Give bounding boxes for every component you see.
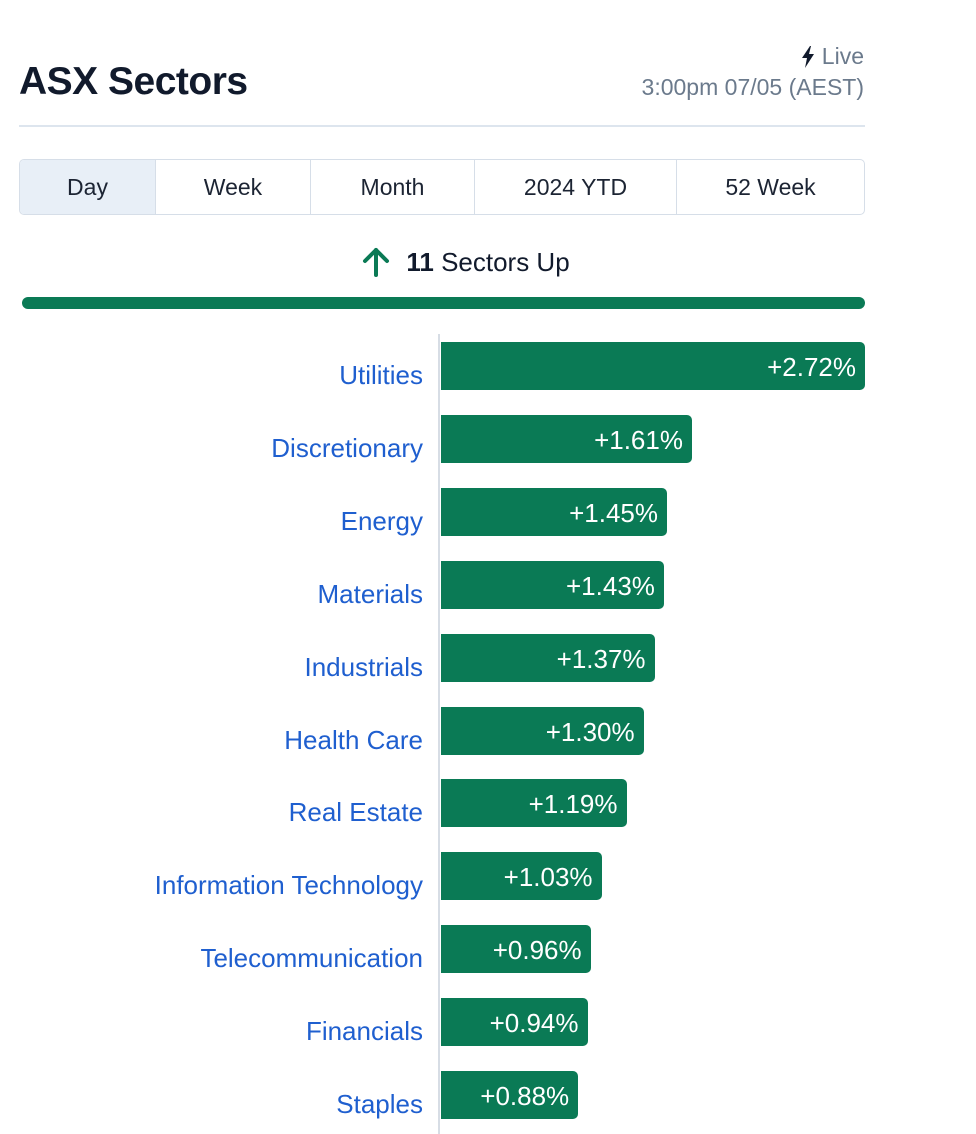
sector-label[interactable]: Industrials xyxy=(304,651,424,682)
sector-value-label: +1.03% xyxy=(503,862,593,893)
sector-label[interactable]: Real Estate xyxy=(288,797,423,828)
live-indicator: Live xyxy=(800,43,864,70)
sectors-up-bar xyxy=(22,297,865,309)
tab-week[interactable]: Week xyxy=(155,160,310,214)
sectors-up-count: 11 xyxy=(406,246,434,277)
sector-label[interactable]: Materials xyxy=(317,578,423,609)
tab-month[interactable]: Month xyxy=(310,160,474,214)
sector-bar xyxy=(441,487,668,536)
sector-bar xyxy=(441,706,644,755)
tab-52-week[interactable]: 52 Week xyxy=(676,160,864,214)
sector-label[interactable]: Health Care xyxy=(284,724,423,755)
sector-value-label: +2.72% xyxy=(767,352,856,382)
timestamp: 3:00pm 07/05 (AEST) xyxy=(641,74,864,100)
sector-value-label: +1.37% xyxy=(556,643,646,674)
sector-label[interactable]: Staples xyxy=(336,1089,423,1119)
sector-bar xyxy=(441,560,664,609)
sector-value-label: +0.94% xyxy=(489,1008,579,1039)
sector-bar xyxy=(441,852,602,901)
sector-value-label: +1.43% xyxy=(566,570,655,601)
sector-bar xyxy=(441,1071,579,1119)
tab-day[interactable]: Day xyxy=(20,160,155,214)
sector-bar xyxy=(441,998,588,1047)
sectors-up-text: Sectors Up xyxy=(441,246,570,277)
sector-label[interactable]: Utilities xyxy=(339,360,423,390)
sector-label[interactable]: Telecommunication xyxy=(200,943,423,974)
period-tabs: Day Week Month 2024 YTD 52 Week xyxy=(19,159,865,215)
chart-axis xyxy=(438,334,440,1134)
sectors-summary: 11 Sectors Up xyxy=(0,246,930,278)
sector-bar xyxy=(441,779,627,828)
sector-label[interactable]: Financials xyxy=(305,1016,423,1047)
sector-label[interactable]: Energy xyxy=(340,505,423,536)
sector-value-label: +0.96% xyxy=(492,935,582,966)
sector-value-label: +1.30% xyxy=(545,716,635,747)
sector-bar xyxy=(441,925,591,974)
live-label: Live xyxy=(821,43,864,69)
sector-label[interactable]: Discretionary xyxy=(271,432,423,463)
arrow-up-icon xyxy=(363,248,390,277)
page-title: ASX Sectors xyxy=(19,60,248,103)
tab-2024-ytd[interactable]: 2024 YTD xyxy=(474,160,676,214)
sector-label[interactable]: Information Technology xyxy=(154,870,423,901)
lightning-bolt-icon xyxy=(801,45,814,68)
sector-value-label: +1.19% xyxy=(528,789,618,820)
sector-bar xyxy=(441,342,865,390)
sector-value-label: +1.45% xyxy=(569,497,659,528)
header-divider xyxy=(19,125,865,127)
sector-value-label: +0.88% xyxy=(480,1081,570,1111)
sector-value-label: +1.61% xyxy=(594,424,683,455)
sector-bar xyxy=(441,414,692,463)
sector-bar xyxy=(441,633,655,682)
